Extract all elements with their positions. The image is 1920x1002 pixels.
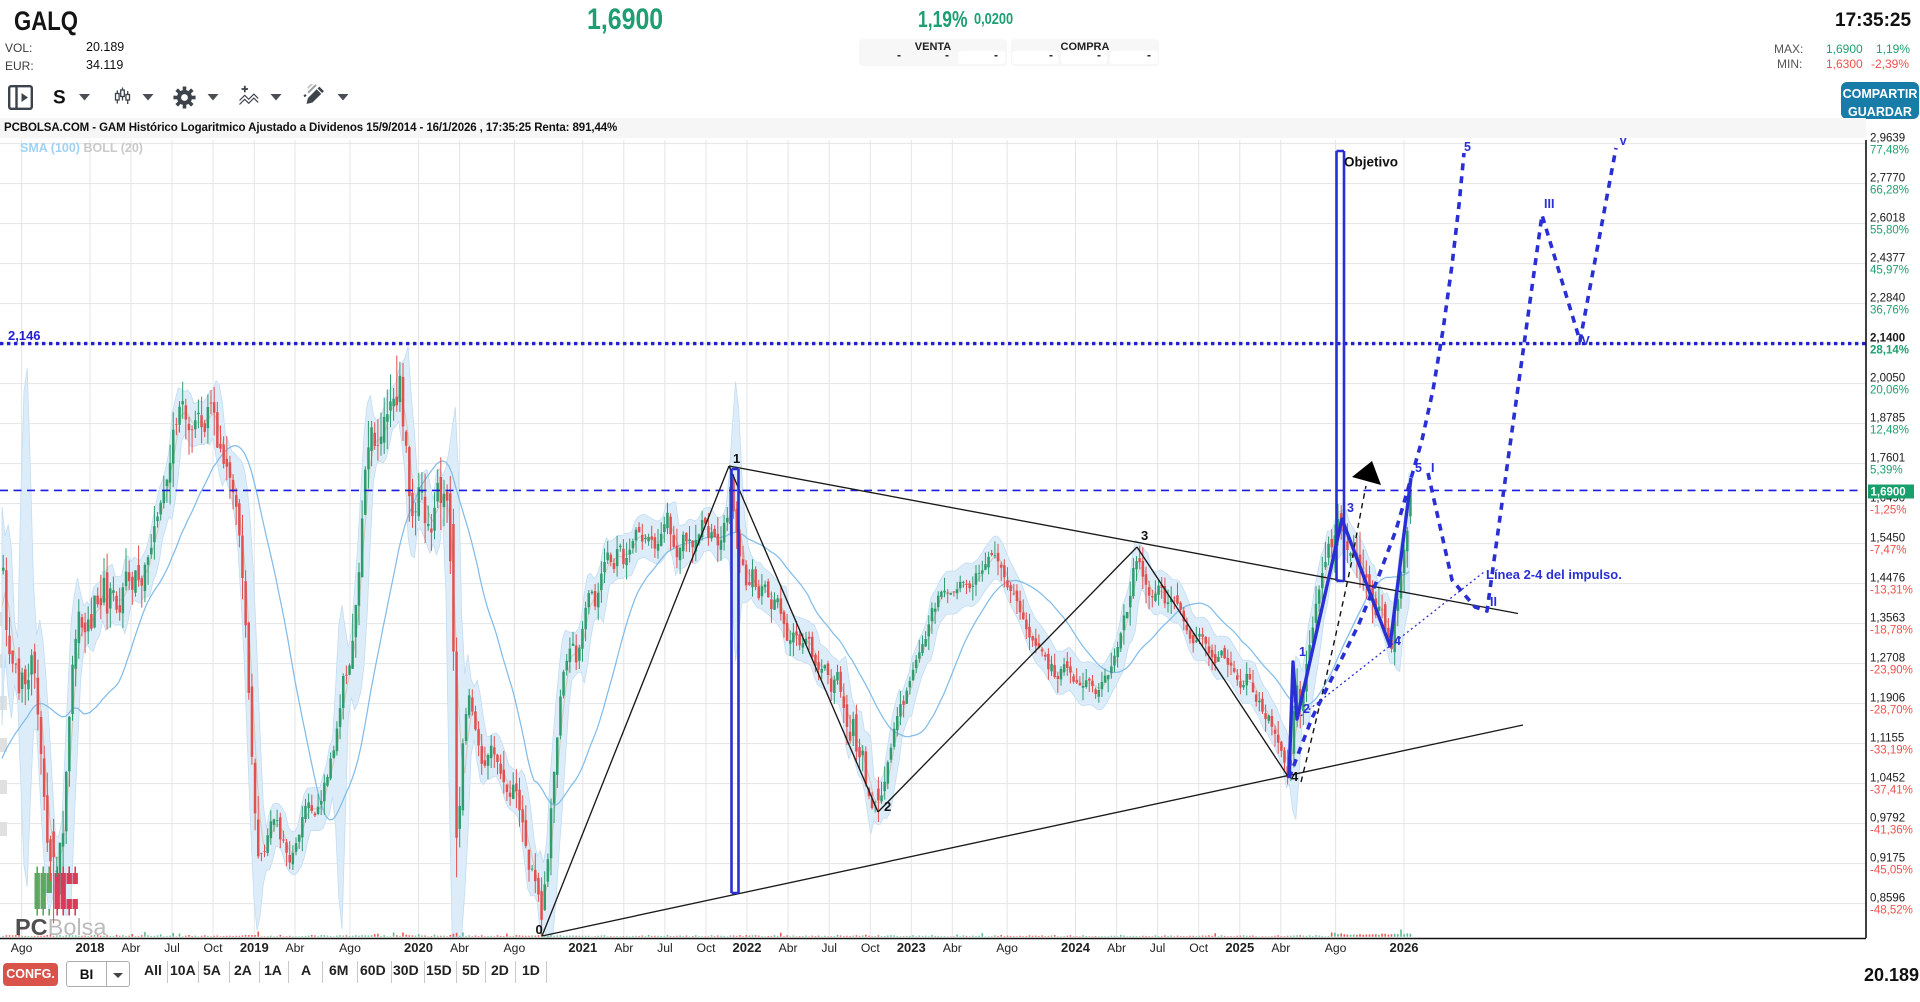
svg-text:IV: IV	[1578, 334, 1590, 348]
svg-text:Objetivo: Objetivo	[1344, 155, 1398, 170]
svg-text:5: 5	[1464, 140, 1471, 154]
svg-text:Abr: Abr	[943, 941, 962, 955]
svg-text:Ago: Ago	[11, 941, 33, 955]
svg-text:Abr: Abr	[286, 941, 305, 955]
svg-text:2,0050: 2,0050	[1870, 373, 1905, 385]
svg-text:0: 0	[536, 922, 543, 937]
svg-text:PCBolsa: PCBolsa	[15, 914, 107, 940]
svg-text:77,48%: 77,48%	[1870, 145, 1909, 157]
svg-text:1,0452: 1,0452	[1870, 773, 1905, 785]
svg-text:2,6018: 2,6018	[1870, 213, 1905, 225]
svg-text:Ago: Ago	[504, 941, 526, 955]
svg-text:-1,25%: -1,25%	[1870, 505, 1906, 517]
svg-text:2025: 2025	[1225, 940, 1254, 955]
svg-text:2,4377: 2,4377	[1870, 253, 1905, 265]
svg-text:0,8596: 0,8596	[1870, 893, 1905, 905]
svg-text:Abr: Abr	[779, 941, 798, 955]
svg-text:Abr: Abr	[1107, 941, 1126, 955]
svg-text:-48,52%: -48,52%	[1870, 905, 1913, 917]
svg-text:-37,41%: -37,41%	[1870, 785, 1913, 797]
svg-text:Oct: Oct	[697, 941, 717, 955]
svg-text:2,9639: 2,9639	[1870, 133, 1905, 145]
svg-text:2019: 2019	[240, 940, 269, 955]
svg-text:2022: 2022	[733, 940, 762, 955]
svg-text:Ago: Ago	[1325, 941, 1347, 955]
svg-text:2026: 2026	[1390, 940, 1419, 955]
svg-text:Jul: Jul	[821, 941, 837, 955]
svg-text:I: I	[1431, 461, 1434, 475]
svg-text:1,1155: 1,1155	[1870, 733, 1904, 745]
svg-text:II: II	[1490, 595, 1497, 609]
svg-text:Abr: Abr	[450, 941, 469, 955]
svg-text:Abr: Abr	[614, 941, 633, 955]
svg-text:2,146: 2,146	[8, 328, 41, 343]
svg-text:36,76%: 36,76%	[1870, 305, 1909, 317]
svg-text:2,7770: 2,7770	[1870, 173, 1905, 185]
svg-text:1: 1	[1299, 645, 1306, 659]
svg-text:3: 3	[1347, 501, 1354, 515]
svg-text:Ago: Ago	[996, 941, 1018, 955]
svg-text:4: 4	[1394, 634, 1401, 648]
svg-text:III: III	[1544, 197, 1554, 211]
svg-text:2021: 2021	[568, 940, 597, 955]
svg-text:1,5450: 1,5450	[1870, 533, 1905, 545]
svg-text:Línea 2-4 del impulso.: Línea 2-4 del impulso.	[1486, 567, 1622, 582]
svg-text:0,9175: 0,9175	[1870, 853, 1905, 865]
svg-text:5: 5	[1415, 461, 1422, 475]
svg-text:1,7601: 1,7601	[1870, 453, 1905, 465]
svg-text:Abr: Abr	[1271, 941, 1290, 955]
svg-text:Oct: Oct	[1189, 941, 1209, 955]
svg-text:Ago: Ago	[339, 941, 361, 955]
svg-text:1,6900: 1,6900	[1871, 487, 1906, 499]
svg-text:1,3563: 1,3563	[1870, 613, 1905, 625]
svg-text:S: S	[53, 88, 66, 109]
svg-text:2,2840: 2,2840	[1870, 293, 1905, 305]
svg-text:12,48%: 12,48%	[1870, 425, 1909, 437]
svg-text:Jul: Jul	[657, 941, 673, 955]
svg-text:V: V	[1619, 134, 1628, 148]
svg-text:1,1906: 1,1906	[1870, 693, 1905, 705]
svg-text:1: 1	[733, 451, 740, 466]
svg-text:2: 2	[884, 799, 891, 814]
svg-text:55,80%: 55,80%	[1870, 225, 1909, 237]
svg-text:-41,36%: -41,36%	[1870, 825, 1913, 837]
svg-text:-13,31%: -13,31%	[1870, 585, 1913, 597]
svg-text:20,06%: 20,06%	[1870, 385, 1909, 397]
svg-text:Jul: Jul	[1150, 941, 1166, 955]
svg-text:-33,19%: -33,19%	[1870, 745, 1913, 757]
svg-text:0,9792: 0,9792	[1870, 813, 1905, 825]
svg-text:Oct: Oct	[861, 941, 881, 955]
svg-text:-28,70%: -28,70%	[1870, 705, 1913, 717]
svg-text:2024: 2024	[1061, 940, 1091, 955]
svg-text:2020: 2020	[404, 940, 433, 955]
svg-text:Jul: Jul	[164, 941, 180, 955]
svg-text:-7,47%: -7,47%	[1870, 545, 1906, 557]
svg-text:1,8785: 1,8785	[1870, 413, 1905, 425]
svg-text:Abr: Abr	[122, 941, 141, 955]
svg-text:1,4476: 1,4476	[1870, 573, 1905, 585]
svg-text:-18,78%: -18,78%	[1870, 625, 1913, 637]
svg-text:2023: 2023	[897, 940, 926, 955]
svg-text:2: 2	[1303, 702, 1310, 716]
svg-text:3: 3	[1141, 528, 1148, 543]
svg-text:2,1400: 2,1400	[1870, 333, 1905, 345]
svg-text:45,97%: 45,97%	[1870, 265, 1909, 277]
svg-text:-23,90%: -23,90%	[1870, 665, 1913, 677]
svg-text:2018: 2018	[76, 940, 105, 955]
svg-text:5,39%: 5,39%	[1870, 465, 1903, 477]
svg-text:66,28%: 66,28%	[1870, 185, 1909, 197]
svg-text:Oct: Oct	[204, 941, 224, 955]
svg-text:28,14%: 28,14%	[1870, 345, 1909, 357]
svg-text:4: 4	[1291, 769, 1299, 784]
svg-text:-45,05%: -45,05%	[1870, 865, 1913, 877]
svg-text:1,2708: 1,2708	[1870, 653, 1905, 665]
